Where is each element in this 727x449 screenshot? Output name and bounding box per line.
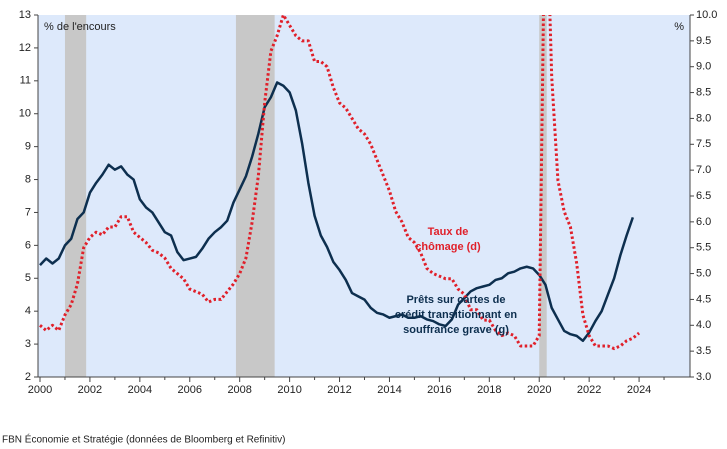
x-tick-label: 2006 — [178, 384, 202, 396]
y-tick-label: 4 — [25, 305, 31, 317]
annotation: chômage (d) — [415, 241, 481, 253]
y2-tick-label: 8.5 — [696, 86, 711, 98]
y2-tick-label: 3.0 — [696, 371, 711, 383]
recession-band — [64, 15, 87, 377]
annotation: crédit transitionnant en — [395, 309, 518, 321]
series-line — [39, 15, 641, 351]
y2-tick-label: 7.0 — [696, 164, 711, 176]
annotation: Taux de — [428, 226, 469, 238]
y-tick-label: 7 — [25, 206, 31, 218]
x-tick-label: 2018 — [477, 384, 501, 396]
y2-tick-label: 8.0 — [696, 112, 711, 124]
x-tick-label: 2016 — [427, 384, 451, 396]
y2-tick-label: 4.0 — [696, 319, 711, 331]
y2-tick-label: 3.5 — [696, 345, 711, 357]
x-tick-label: 2010 — [277, 384, 301, 396]
y2-tick-label: 6.5 — [696, 190, 711, 202]
source: FBN Économie et Stratégie (données de Bl… — [2, 433, 285, 446]
x-tick-label: 2008 — [227, 384, 251, 396]
y-tick-label: 12 — [19, 42, 31, 54]
annotation: Prêts sur cartes de — [406, 294, 505, 306]
y-tick-label: 5 — [25, 272, 31, 284]
y2-tick-label: 10.0 — [696, 9, 717, 21]
y2-tick-label: 7.5 — [696, 138, 711, 150]
x-tick-label: 2024 — [627, 384, 651, 396]
y2-tick-label: 5.5 — [696, 242, 711, 254]
y-tick-label: 10 — [19, 108, 31, 120]
recession-band — [539, 15, 547, 377]
plot-area — [38, 15, 690, 377]
left-axis-unit: % de l'encours — [44, 21, 116, 33]
annotation: souffrance grave (g) — [403, 324, 509, 336]
right-axis-unit: % — [674, 21, 684, 33]
y-tick-label: 2 — [25, 371, 31, 383]
x-tick-label: 2000 — [28, 384, 52, 396]
x-tick-label: 2004 — [128, 384, 152, 396]
y2-tick-label: 9.0 — [696, 61, 711, 73]
series-line — [39, 81, 635, 343]
x-tick-label: 2012 — [327, 384, 351, 396]
y-tick-label: 9 — [25, 141, 31, 153]
x-tick-label: 2020 — [527, 384, 551, 396]
y2-tick-label: 9.5 — [696, 35, 711, 47]
y-tick-label: 6 — [25, 239, 31, 251]
y2-tick-label: 5.0 — [696, 267, 711, 279]
y-tick-label: 3 — [25, 338, 31, 350]
y2-tick-label: 6.0 — [696, 216, 711, 228]
x-tick-label: 2002 — [78, 384, 102, 396]
y-tick-label: 13 — [19, 9, 31, 21]
x-tick-label: 2014 — [377, 384, 401, 396]
y-tick-label: 8 — [25, 173, 31, 185]
y-tick-label: 11 — [20, 75, 31, 87]
x-tick-label: 2022 — [577, 384, 601, 396]
y2-tick-label: 4.5 — [696, 293, 711, 305]
